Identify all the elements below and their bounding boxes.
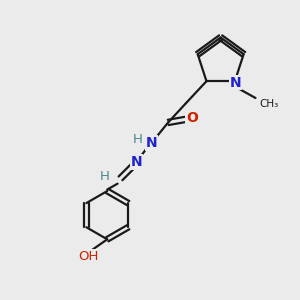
Text: N: N — [146, 136, 157, 150]
Text: CH₃: CH₃ — [259, 99, 278, 109]
Text: O: O — [186, 111, 198, 125]
Text: N: N — [230, 76, 241, 90]
Text: H: H — [100, 169, 110, 182]
Text: OH: OH — [78, 250, 98, 263]
Text: N: N — [130, 155, 142, 169]
Text: H: H — [132, 133, 142, 146]
